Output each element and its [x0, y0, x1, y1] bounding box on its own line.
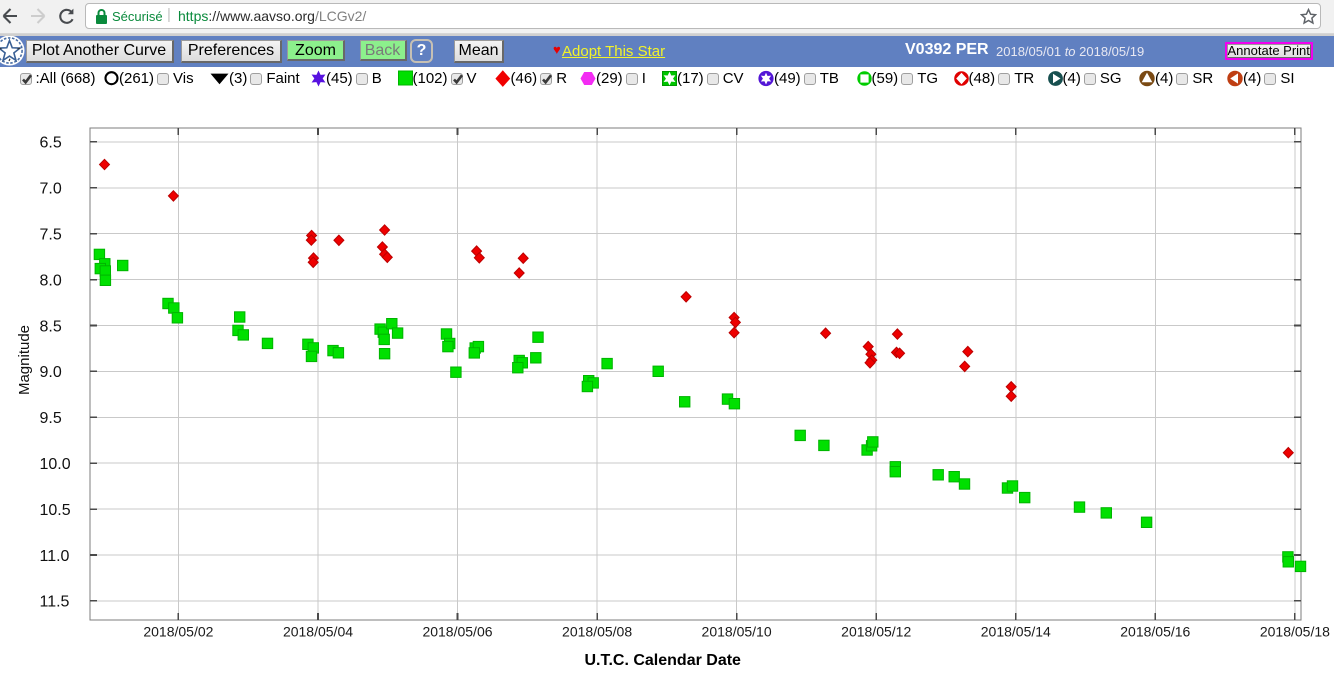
svg-text:2018/05/14: 2018/05/14 — [981, 624, 1051, 640]
svg-text:10.0: 10.0 — [40, 456, 71, 473]
svg-text:9.0: 9.0 — [40, 364, 62, 381]
svg-text:8.5: 8.5 — [40, 318, 62, 335]
svg-text:11.0: 11.0 — [40, 548, 70, 565]
svg-text:2018/05/04: 2018/05/04 — [283, 624, 353, 640]
svg-text:8.0: 8.0 — [40, 272, 62, 289]
svg-text:10.5: 10.5 — [40, 502, 71, 519]
svg-text:9.5: 9.5 — [40, 410, 62, 427]
svg-text:6.5: 6.5 — [40, 135, 62, 152]
svg-text:2018/05/12: 2018/05/12 — [841, 624, 911, 640]
svg-text:2018/05/10: 2018/05/10 — [702, 624, 772, 640]
svg-text:7.0: 7.0 — [40, 181, 62, 198]
svg-text:2018/05/18: 2018/05/18 — [1260, 624, 1330, 640]
svg-text:2018/05/02: 2018/05/02 — [143, 624, 213, 640]
svg-text:U.T.C. Calendar Date: U.T.C. Calendar Date — [584, 652, 741, 669]
svg-text:11.5: 11.5 — [40, 594, 70, 611]
svg-text:2018/05/06: 2018/05/06 — [422, 624, 492, 640]
svg-text:7.5: 7.5 — [40, 226, 62, 243]
svg-text:2018/05/08: 2018/05/08 — [562, 624, 632, 640]
svg-text:Magnitude: Magnitude — [16, 325, 33, 395]
svg-text:2018/05/16: 2018/05/16 — [1120, 624, 1190, 640]
